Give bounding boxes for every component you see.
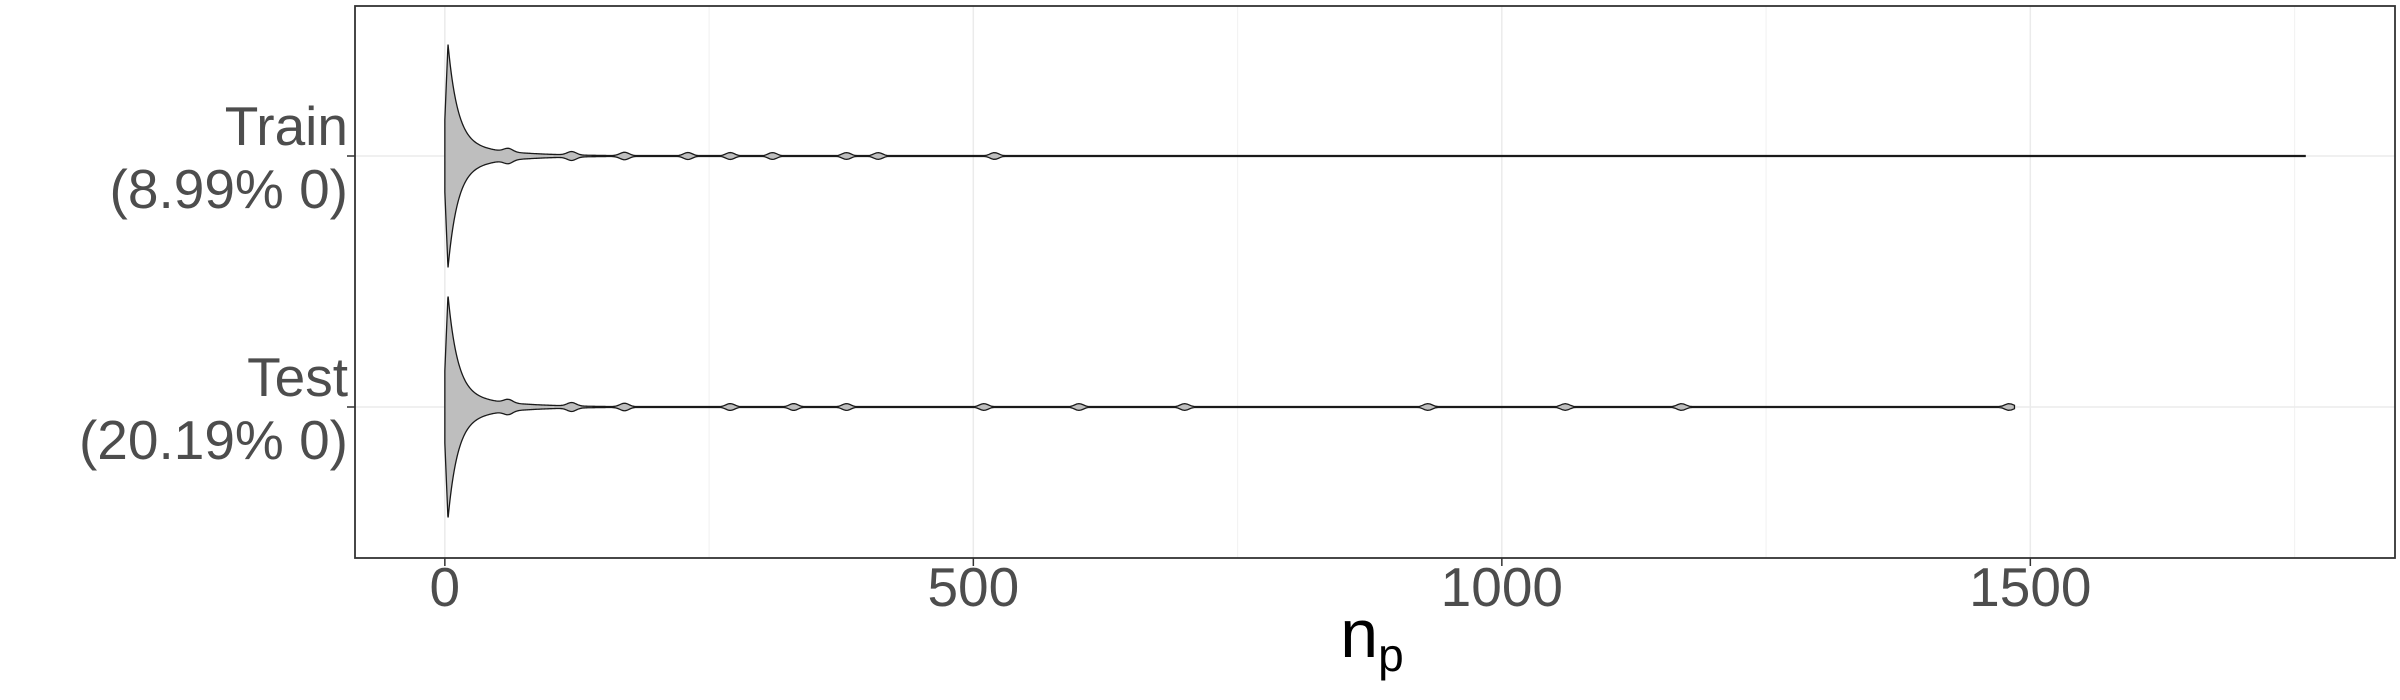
violin-layer	[444, 44, 2306, 518]
x-axis-ticks: 0 500 1000 1500	[430, 556, 2092, 618]
x-tick-label: 1500	[1969, 556, 2091, 618]
x-tick-label: 500	[927, 556, 1019, 618]
x-tick-label: 1000	[1441, 556, 1563, 618]
violin-train	[444, 44, 2306, 268]
grid-lines	[355, 6, 2395, 558]
x-axis-title: np	[1340, 596, 1403, 681]
y-label-test-pct: (20.19% 0)	[79, 409, 348, 471]
y-label-test-name: Test	[247, 346, 348, 408]
y-axis-ticks	[347, 155, 355, 408]
x-tick-label: 0	[430, 556, 461, 618]
x-axis-title-main: n	[1340, 596, 1378, 672]
violin-test	[444, 296, 2016, 518]
plot-panel-border	[354, 5, 2396, 559]
x-axis-title-subscript: p	[1378, 629, 1404, 681]
y-label-train-name: Train	[225, 95, 348, 157]
y-label-train-pct: (8.99% 0)	[110, 158, 348, 220]
